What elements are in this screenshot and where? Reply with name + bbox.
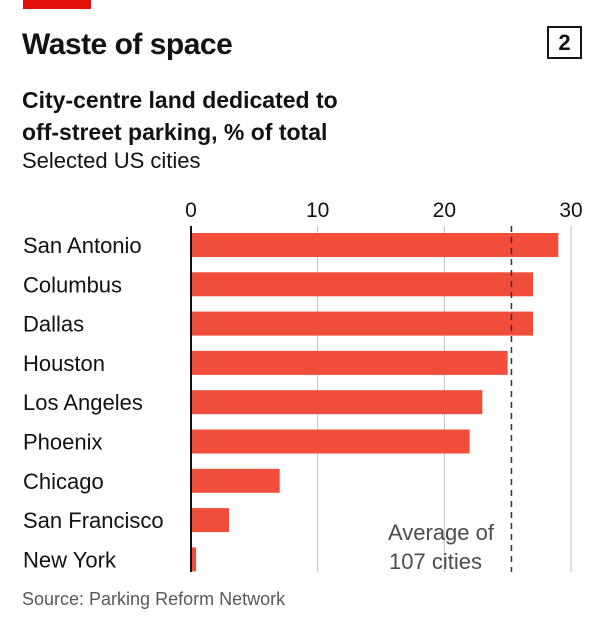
bar-new-york [191,547,197,572]
bar-chicago [191,468,280,493]
bar-phoenix [191,429,470,454]
x-tick-label-0: 0 [185,199,197,222]
x-tick-label-10: 10 [306,199,329,222]
subtitle-line-1: City-centre land dedicated to [22,87,338,113]
category-label-los-angeles: Los Angeles [23,390,143,415]
accent-bar [23,0,91,9]
bar-san-francisco [191,508,229,533]
source-note: Source: Parking Reform Network [22,589,286,609]
category-label-phoenix: Phoenix [23,430,103,455]
bar-dallas [191,311,533,336]
chart-title: Waste of space [22,28,233,61]
category-label-dallas: Dallas [23,312,84,337]
average-annotation-line-2: 107 cities [389,549,482,574]
chart-number-badge: 2 [547,26,582,59]
chart-subtitle: City-centre land dedicated to off-street… [22,84,422,148]
bar-san-antonio [191,233,559,257]
chart-caption: Selected US cities [22,148,201,173]
bar-houston [191,350,508,375]
category-label-san-antonio: San Antonio [23,233,142,258]
category-label-houston: Houston [23,351,105,376]
average-annotation-line-1: Average of [388,520,495,545]
subtitle-line-2: off-street parking, % of total [22,119,328,145]
bar-columbus [191,272,533,297]
category-label-new-york: New York [23,547,117,572]
x-tick-label-30: 30 [559,199,582,222]
category-label-chicago: Chicago [23,469,104,494]
bar-los-angeles [191,390,483,415]
category-label-columbus: Columbus [23,272,122,297]
category-label-san-francisco: San Francisco [23,508,164,533]
x-tick-label-20: 20 [433,199,456,222]
